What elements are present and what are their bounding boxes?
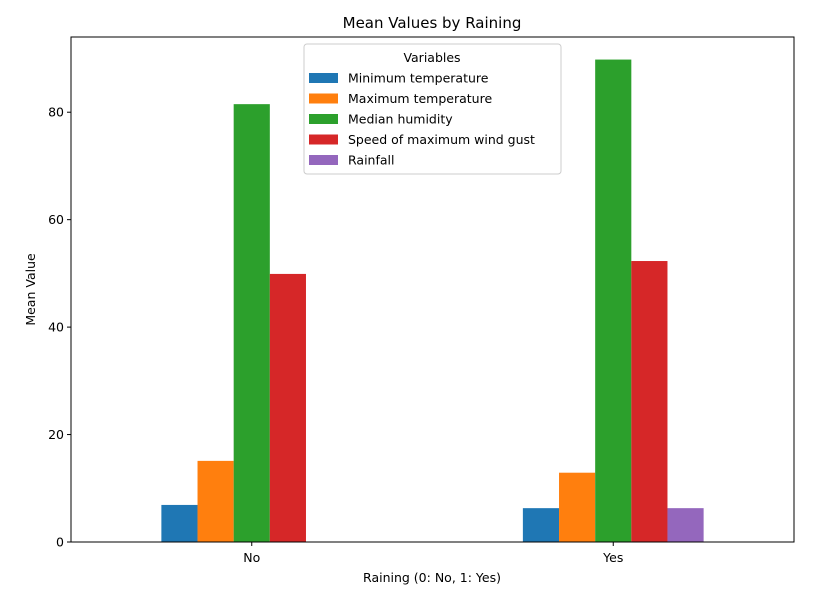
legend-swatch	[309, 114, 338, 124]
legend-items: Minimum temperature Maximum temperature Me…	[309, 71, 535, 168]
legend: Variables Minimum temperature Maximum tem…	[303, 43, 562, 175]
bar-maximum-temperature-no	[197, 460, 234, 542]
legend-entry: Minimum temperature	[348, 71, 489, 86]
bar-speed-of-maximum-wind-gust-no	[269, 273, 306, 542]
y-tick-label: 60	[48, 212, 64, 227]
y-axis-label: Mean Value	[23, 253, 38, 326]
bar-maximum-temperature-yes	[559, 472, 596, 542]
legend-entry: Median humidity	[348, 112, 453, 127]
legend-swatch	[309, 93, 338, 104]
legend-entry: Maximum temperature	[348, 91, 492, 106]
bar-minimum-temperature-no	[161, 504, 198, 542]
legend-entry: Rainfall	[348, 153, 394, 168]
x-tick-label: Yes	[602, 550, 623, 565]
y-axis: 0 20 40 60 80	[48, 105, 71, 550]
y-tick-label: 40	[48, 320, 64, 335]
y-tick-label: 0	[56, 535, 64, 550]
legend-swatch	[309, 155, 338, 165]
y-tick-label: 80	[48, 105, 64, 120]
legend-swatch	[309, 73, 338, 83]
x-axis-label: Raining (0: No, 1: Yes)	[363, 570, 501, 585]
bar-median-humidity-no	[233, 104, 270, 542]
y-tick-label: 20	[48, 427, 64, 442]
chart-title: Mean Values by Raining	[343, 14, 522, 32]
legend-swatch	[309, 134, 338, 145]
bar-rainfall-yes	[667, 508, 704, 542]
bar-speed-of-maximum-wind-gust-yes	[631, 261, 668, 542]
bar-median-humidity-yes	[595, 59, 632, 542]
x-axis: No Yes	[243, 542, 623, 565]
plot-frame	[70, 36, 795, 543]
bar-minimum-temperature-yes	[522, 508, 560, 542]
x-tick-label: No	[243, 550, 260, 565]
legend-box	[303, 43, 562, 175]
legend-title: Variables	[403, 50, 460, 65]
bars-layer	[161, 59, 704, 542]
legend-entry: Speed of maximum wind gust	[348, 132, 535, 147]
